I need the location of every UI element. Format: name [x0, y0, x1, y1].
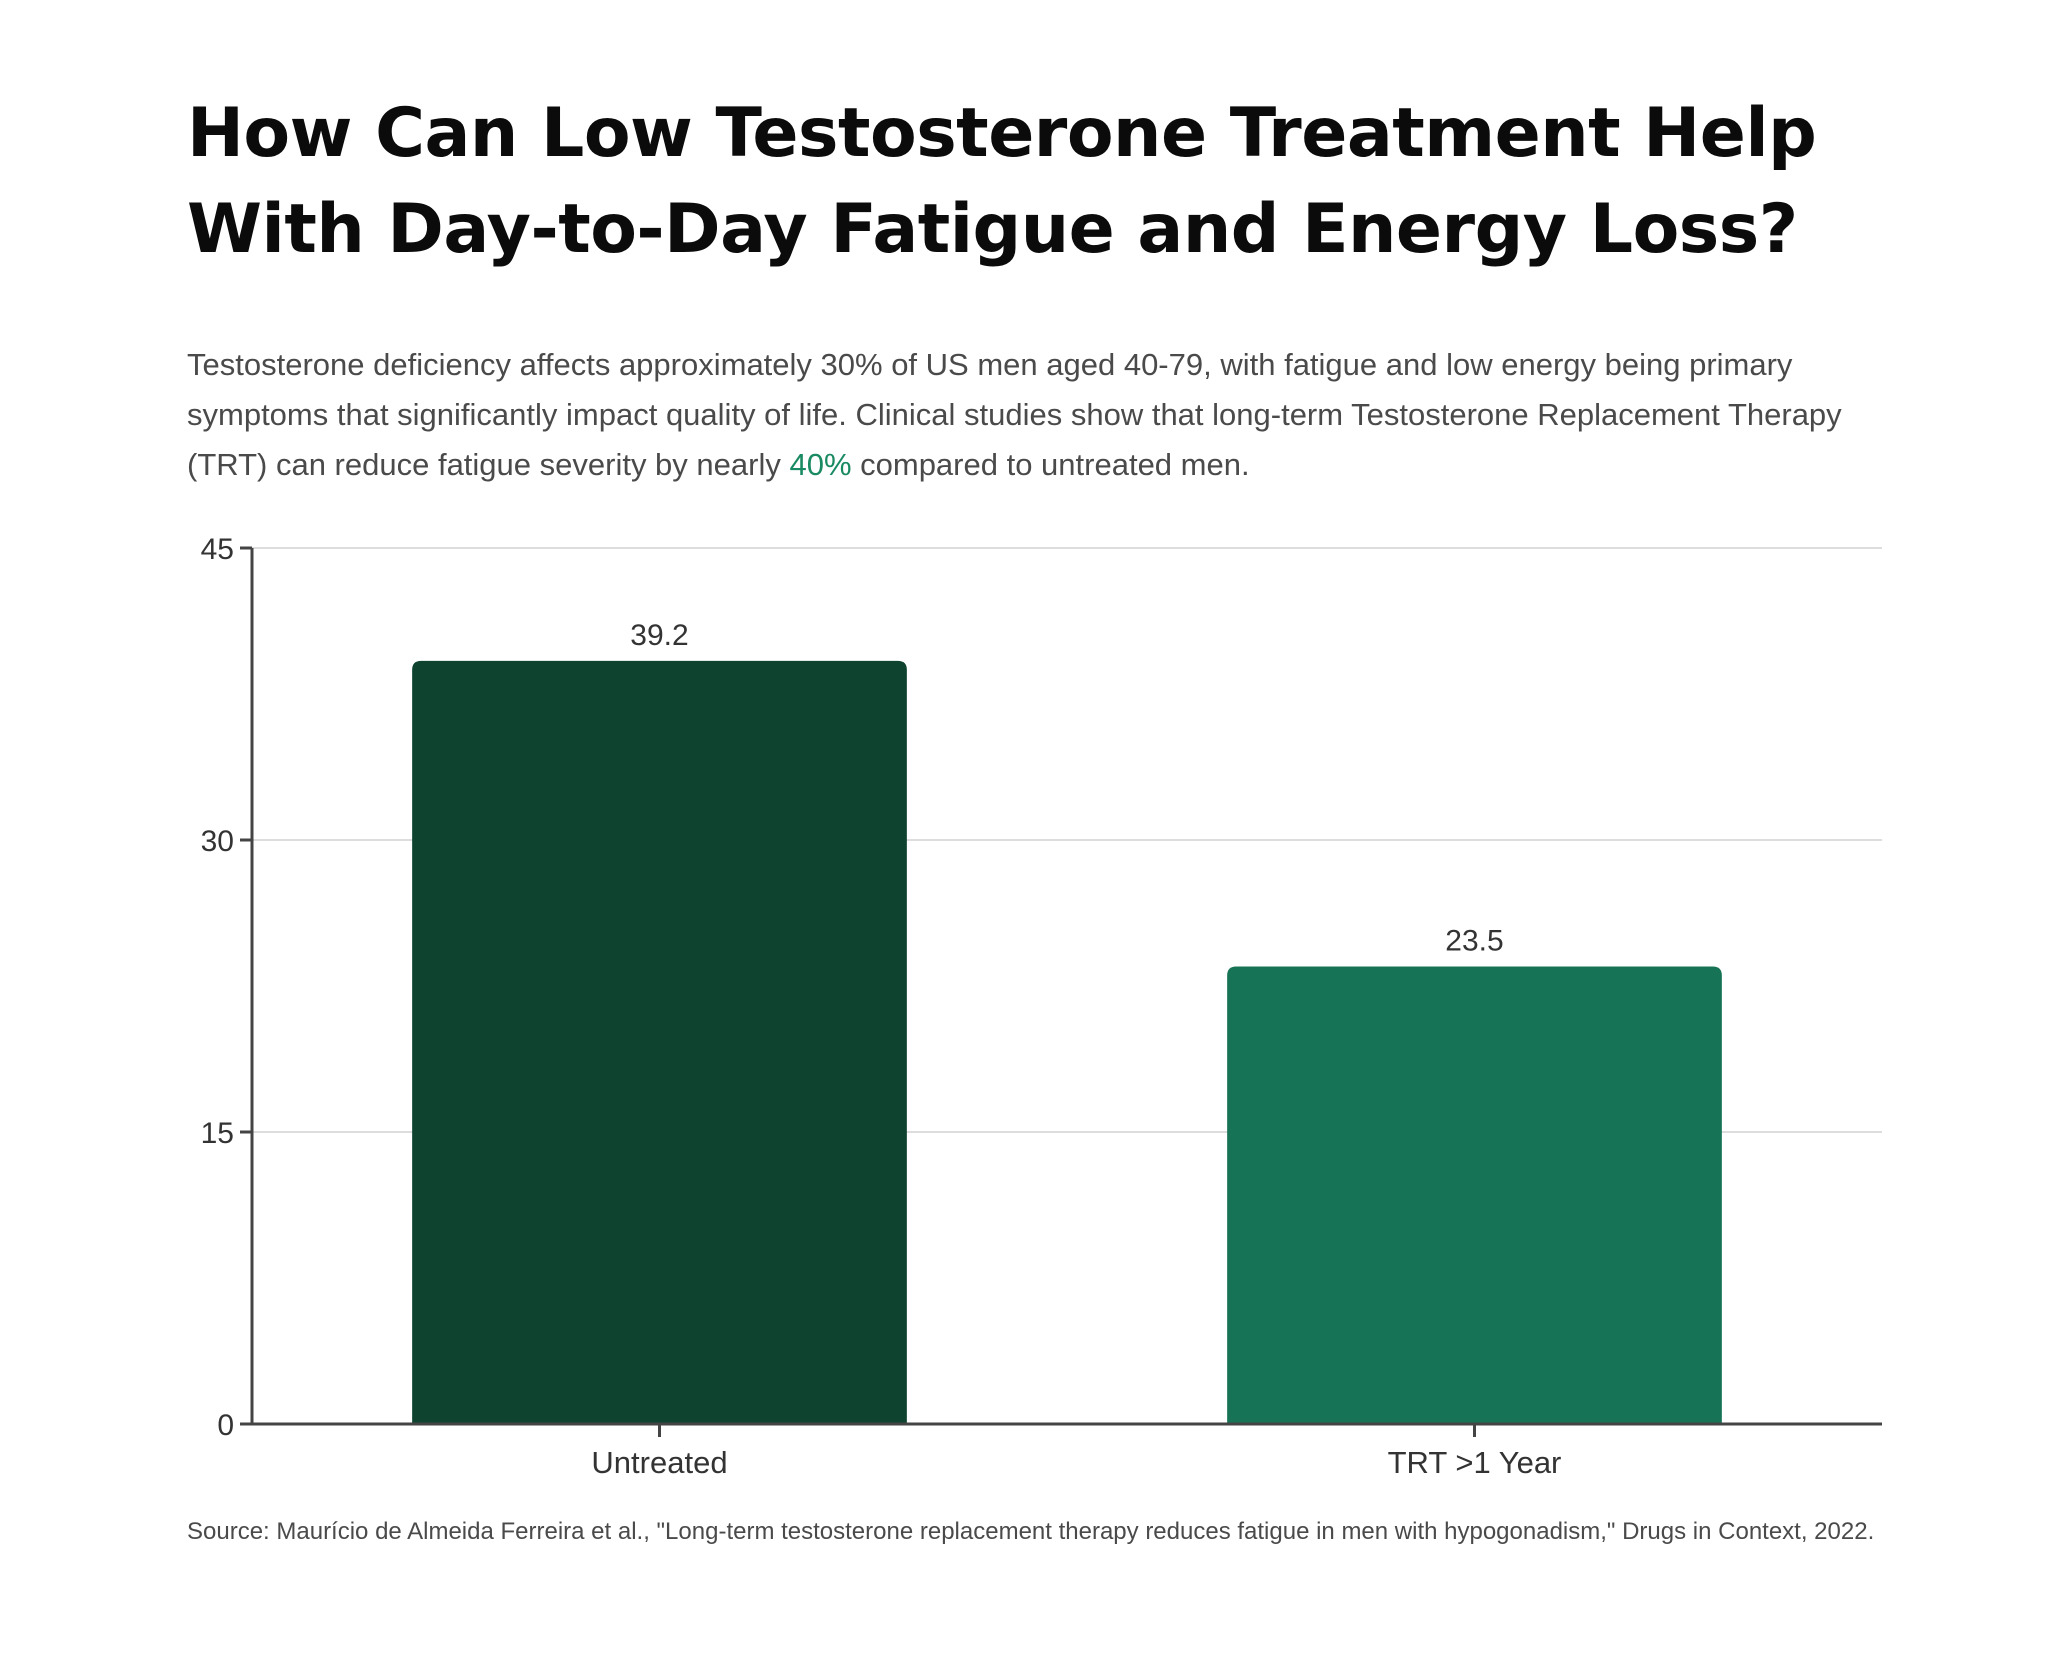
bar-untreated [412, 660, 907, 1424]
title-line-1: How Can Low Testosterone Treatment Help [187, 94, 1817, 173]
y-tick-label: 45 [201, 533, 234, 566]
description-text-end: compared to untreated men. [851, 447, 1250, 482]
bars [412, 660, 1722, 1424]
page-title: How Can Low Testosterone Treatment Help … [187, 86, 1907, 278]
bar-value-label: 39.2 [630, 619, 688, 652]
description-text: Testosterone deficiency affects approxim… [187, 347, 1842, 482]
y-tick-label: 0 [217, 1409, 234, 1442]
axes [240, 546, 1882, 1437]
source-note: Source: Maurício de Almeida Ferreira et … [187, 1518, 1875, 1545]
labels: 0 15 30 45 39.2 Untreated 23.5 TRT >1 Year [201, 533, 1562, 1480]
bar-chart: 0 15 30 45 39.2 Untreated 23.5 TRT >1 Year [201, 533, 1882, 1480]
y-tick-label: 15 [201, 1117, 234, 1150]
title-line-2: With Day-to-Day Fatigue and Energy Loss? [187, 190, 1798, 269]
description-highlight: 40% [789, 447, 852, 482]
x-tick-label: Untreated [591, 1445, 727, 1480]
y-tick-label: 30 [201, 825, 234, 858]
bar-trt-1-year [1227, 966, 1722, 1424]
chart-description: Testosterone deficiency affects approxim… [187, 340, 1887, 490]
x-tick-label: TRT >1 Year [1388, 1445, 1562, 1480]
bar-value-label: 23.5 [1445, 925, 1503, 958]
